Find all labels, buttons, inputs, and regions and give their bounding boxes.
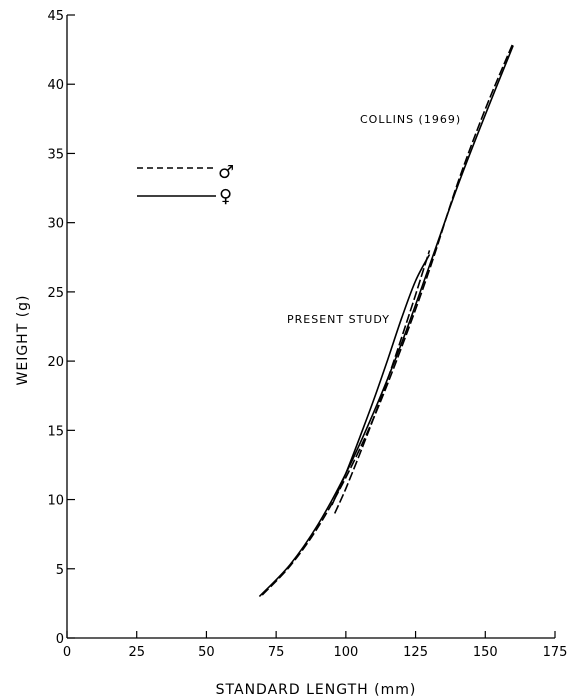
x-tick-label-75: 75 [268,645,285,660]
annotation-present-study: PRESENT STUDY [287,313,390,326]
y-tick-label-40: 40 [47,78,64,93]
series-lines [258,42,514,598]
series-line-present-study-male [333,250,431,514]
x-tick-label-125: 125 [403,645,428,660]
y-tick-label-15: 15 [47,424,64,439]
y-tick-label-45: 45 [47,9,64,24]
x-axis-title: STANDARD LENGTH (mm) [216,682,417,698]
y-tick-label-10: 10 [47,494,64,509]
y-tick-label-30: 30 [47,217,64,232]
y-tick-label-35: 35 [47,147,64,162]
y-tick-label-25: 25 [47,286,64,301]
y-tick-label-5: 5 [56,563,64,578]
legend-symbol-male: ♂ [218,162,234,183]
x-tick-label-25: 25 [128,645,145,660]
x-tick-label-50: 50 [198,645,215,660]
ticks: 0 25 50 75 100 125 150 175 0 5 10 15 20 25 30 35 40 45 [47,9,567,660]
legend: ♂ ♀ [137,162,234,207]
series-line-present-study-female [331,254,431,506]
y-tick-label-0: 0 [56,632,64,647]
series-line-collins-male [261,42,514,596]
axes [66,15,555,639]
y-axis-title: WEIGHT (g) [15,294,31,385]
x-tick-label-0: 0 [63,645,71,660]
x-tick-label-175: 175 [543,645,568,660]
series-line-collins-female [258,45,514,598]
y-tick-label-20: 20 [47,355,64,370]
legend-symbol-female: ♀ [219,186,232,207]
x-tick-label-150: 150 [473,645,498,660]
annotation-collins: COLLINS (1969) [360,113,461,126]
x-tick-label-100: 100 [333,645,358,660]
